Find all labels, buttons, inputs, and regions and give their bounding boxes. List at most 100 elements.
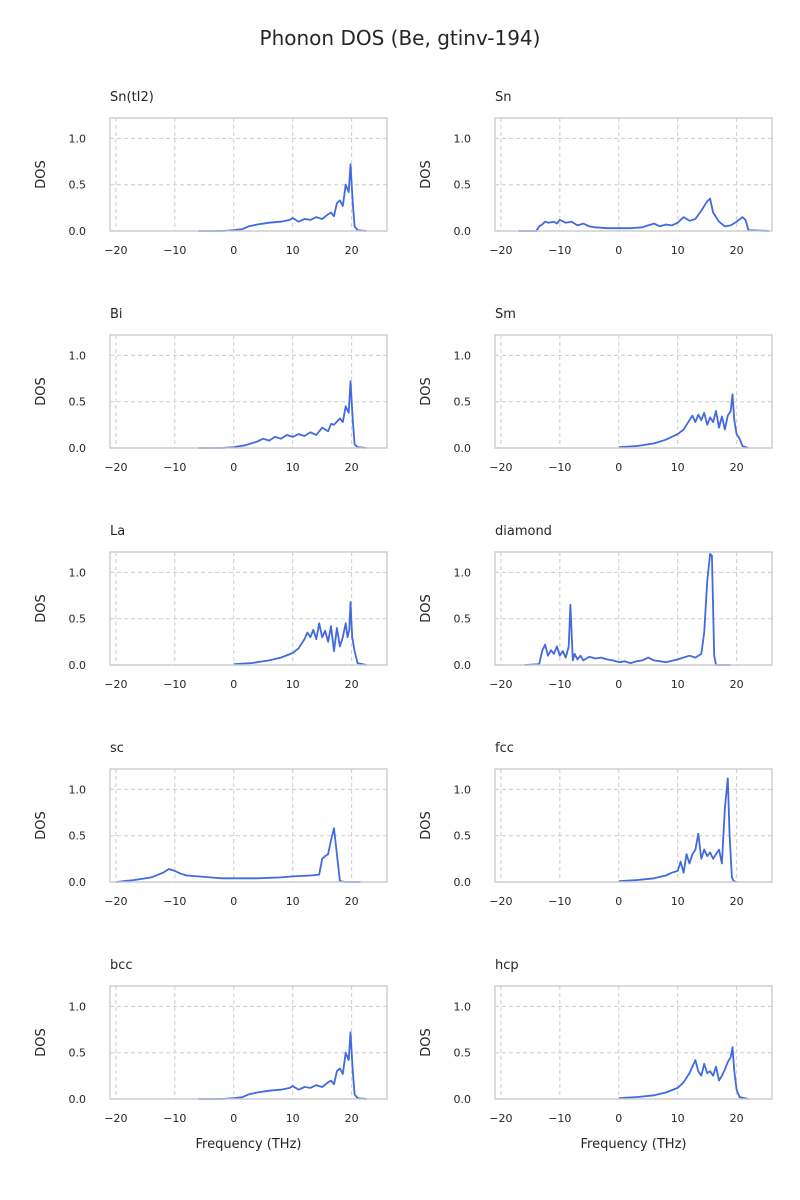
y-axis-label: DOS	[34, 811, 49, 840]
x-tick-label: 20	[730, 1112, 744, 1125]
x-tick-label: −20	[489, 461, 512, 474]
y-tick-label: 1.0	[454, 1000, 472, 1013]
y-tick-label: 1.0	[454, 566, 472, 579]
y-axis-label: DOS	[34, 377, 49, 406]
subplot-sm: Sm −20 −10 0 10 20 0.0 0.5 1.0 DOS	[419, 307, 773, 474]
x-tick-label: −20	[104, 244, 127, 257]
y-tick-label: 0.5	[69, 179, 87, 192]
x-tick-label: 20	[345, 895, 359, 908]
y-tick-label: 0.5	[69, 1047, 87, 1060]
y-axis-label: DOS	[34, 1028, 49, 1057]
subplot-sn-ti2: Sn(tI2) −20 −10 0 10 20 0.0 0.5 1.0 DOS	[34, 90, 388, 257]
x-tick-label: 20	[730, 678, 744, 691]
x-tick-label: 10	[286, 678, 300, 691]
axes-frame	[494, 117, 773, 232]
x-tick-label: 20	[345, 678, 359, 691]
x-tick-label: 10	[286, 461, 300, 474]
figure-title: Phonon DOS (Be, gtinv-194)	[260, 26, 541, 50]
dos-line	[233, 601, 367, 666]
axes-frame	[494, 768, 773, 883]
axes-frame	[109, 334, 388, 449]
y-tick-label: 0.0	[69, 1093, 87, 1106]
x-tick-label: 10	[286, 895, 300, 908]
subplot-title: Sm	[495, 307, 516, 322]
y-tick-label: 0.0	[454, 1093, 472, 1106]
x-tick-label: 10	[671, 244, 685, 257]
x-tick-label: −20	[104, 461, 127, 474]
subplot-hcp: hcp −20 −10 0 10 20 0.0 0.5 1.0 DOS Frequency (THz…	[419, 958, 773, 1152]
x-tick-label: −10	[548, 895, 571, 908]
subplot-title: diamond	[495, 524, 552, 539]
y-axis-label: DOS	[419, 811, 434, 840]
subplot-title: Sn(tI2)	[110, 90, 154, 105]
x-tick-label: 0	[615, 678, 622, 691]
axes-frame	[109, 117, 388, 232]
dos-line	[518, 197, 770, 232]
x-tick-label: −20	[489, 244, 512, 257]
subplot-fcc: fcc −20 −10 0 10 20 0.0 0.5 1.0 DOS	[419, 741, 773, 908]
y-tick-label: 1.0	[69, 132, 87, 145]
x-tick-label: 20	[345, 461, 359, 474]
x-tick-label: 10	[671, 895, 685, 908]
subplot-title: sc	[110, 741, 124, 756]
x-tick-label: −10	[163, 461, 186, 474]
x-tick-label: 10	[671, 461, 685, 474]
x-tick-label: 0	[230, 678, 237, 691]
x-tick-label: 20	[730, 895, 744, 908]
y-tick-label: 0.5	[454, 396, 472, 409]
x-tick-label: −10	[163, 1112, 186, 1125]
x-tick-label: 0	[230, 895, 237, 908]
y-axis-label: DOS	[419, 1028, 434, 1057]
x-tick-label: 0	[615, 244, 622, 257]
x-tick-label: −10	[548, 678, 571, 691]
y-axis-label: DOS	[419, 160, 434, 189]
axes-frame	[109, 768, 388, 883]
subplot-title: bcc	[110, 958, 133, 973]
dos-line	[198, 1031, 367, 1100]
x-tick-label: 20	[730, 461, 744, 474]
y-tick-label: 0.0	[454, 659, 472, 672]
y-tick-label: 0.5	[454, 830, 472, 843]
subplot-grid: Sn(tI2) −20 −10 0 10 20 0.0 0.5 1.0 DOS Sn −20 −10 0 1…	[34, 90, 773, 1152]
x-tick-label: 20	[730, 244, 744, 257]
x-tick-label: 0	[615, 461, 622, 474]
dos-line	[115, 827, 361, 883]
y-tick-label: 1.0	[454, 132, 472, 145]
axes-frame	[494, 985, 773, 1100]
x-tick-label: −10	[163, 244, 186, 257]
y-tick-label: 1.0	[454, 783, 472, 796]
x-tick-label: 0	[615, 895, 622, 908]
subplot-title: Bi	[110, 307, 123, 322]
y-tick-label: 0.5	[454, 613, 472, 626]
y-tick-label: 1.0	[69, 783, 87, 796]
x-tick-label: −20	[489, 678, 512, 691]
x-tick-label: −10	[163, 678, 186, 691]
subplot-sn: Sn −20 −10 0 10 20 0.0 0.5 1.0 DOS	[419, 90, 773, 257]
subplot-title: fcc	[495, 741, 514, 756]
y-axis-label: DOS	[419, 377, 434, 406]
x-tick-label: −20	[104, 1112, 127, 1125]
x-tick-label: 20	[345, 1112, 359, 1125]
y-tick-label: 1.0	[69, 566, 87, 579]
axes-frame	[109, 985, 388, 1100]
y-tick-label: 0.0	[69, 659, 87, 672]
y-tick-label: 0.5	[69, 830, 87, 843]
y-tick-label: 0.5	[69, 613, 87, 626]
dos-line	[524, 553, 731, 666]
y-tick-label: 0.0	[454, 876, 472, 889]
x-tick-label: −20	[104, 678, 127, 691]
x-tick-label: 0	[230, 1112, 237, 1125]
subplot-diamond: diamond −20 −10 0 10 20 0.0 0.5 1.0 DOS	[419, 524, 773, 691]
y-tick-label: 0.0	[454, 225, 472, 238]
x-tick-label: 10	[286, 244, 300, 257]
x-tick-label: −20	[489, 1112, 512, 1125]
y-tick-label: 0.0	[69, 225, 87, 238]
x-tick-label: 10	[286, 1112, 300, 1125]
y-tick-label: 0.0	[69, 876, 87, 889]
subplot-title: hcp	[495, 958, 519, 973]
x-axis-label: Frequency (THz)	[581, 1137, 687, 1152]
subplot-bcc: bcc −20 −10 0 10 20 0.0 0.5 1.0 DOS Frequency (THz…	[34, 958, 388, 1152]
subplot-sc: sc −20 −10 0 10 20 0.0 0.5 1.0 DOS	[34, 741, 388, 908]
y-axis-label: DOS	[34, 594, 49, 623]
